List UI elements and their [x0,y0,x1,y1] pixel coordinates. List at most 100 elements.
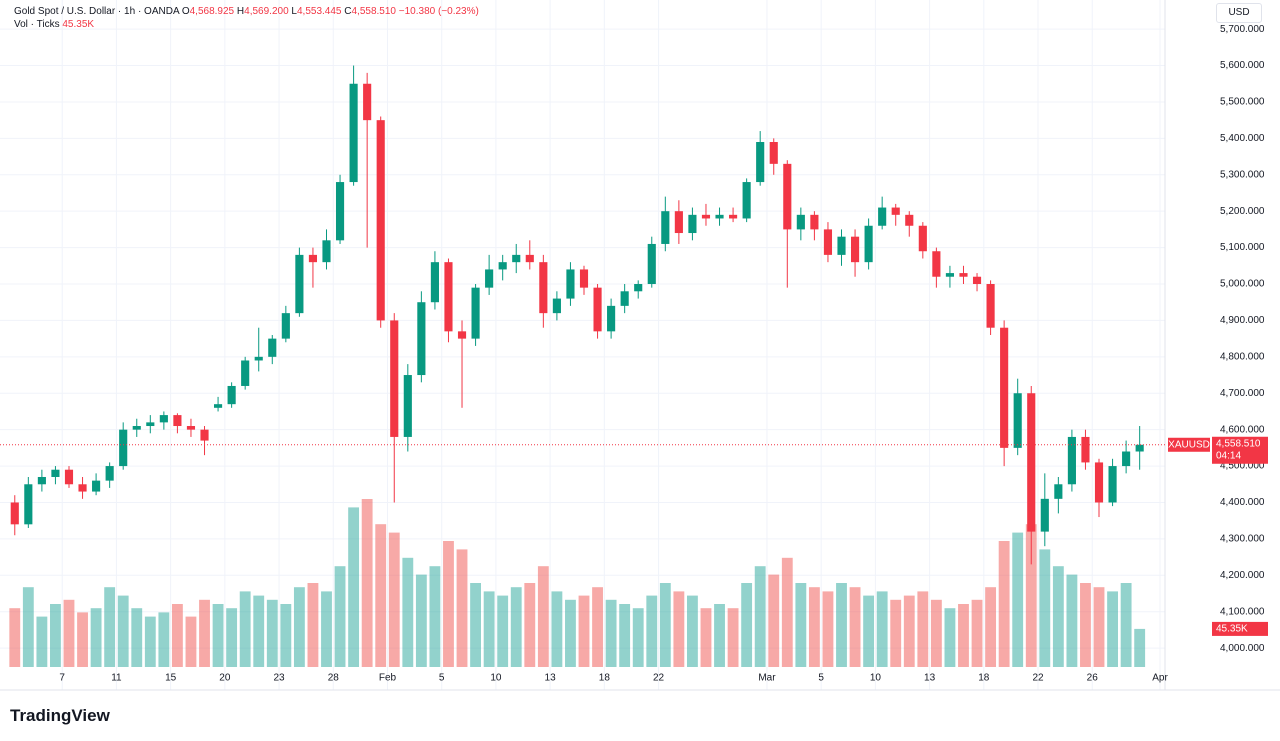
candle-body [335,182,345,241]
candle-body [647,243,656,285]
volume-bar [429,566,441,667]
candle-body [810,214,819,230]
volume-bar [361,499,373,667]
x-tick-label: 13 [924,673,936,684]
candle-body [268,338,277,357]
candle-body [471,287,480,339]
volume-bar [199,599,210,667]
candle-body [742,182,751,219]
candle-body [525,254,534,263]
x-tick-label: 18 [978,673,990,684]
volume-bar [104,587,116,667]
candle-body [620,291,629,306]
ohlc-h: H4,569.200 [237,6,289,17]
volume-bar [50,604,61,667]
volume-bar [1012,532,1024,667]
candle-body [119,429,128,467]
candle-body [566,269,575,299]
x-tick-label: 10 [870,673,882,684]
x-tick-label: 20 [219,673,231,684]
y-tick-label: 4,500.000 [1220,461,1265,472]
volume-bar [443,541,454,667]
change: −10.380 (−0.23%) [398,6,479,17]
volume-bar [1025,524,1037,667]
candle-body [186,426,196,430]
candle-body [1054,484,1063,499]
x-tick-label: Feb [379,673,397,684]
ohlc-o: O4,568.925 [182,6,234,17]
ohlc-label: O [181,6,190,17]
candle-body [200,429,209,441]
x-tick-label: 26 [1087,673,1099,684]
volume-bar [659,583,671,667]
volume-bar [917,591,929,667]
volume-bar [375,524,387,667]
candle-body [579,269,589,288]
volume-bar [497,595,509,667]
volume-bar [266,599,278,667]
candle-body [159,415,168,423]
volume-bar [402,557,414,667]
candle-body [1108,466,1117,503]
volume-bar [334,566,346,667]
candle-body [24,484,33,525]
volume-bar [280,604,292,667]
last-volume-label: 45.35K [1216,624,1248,635]
volume-bar [510,587,522,667]
last-volume-box [1212,621,1268,636]
volume-row: Vol · Ticks 45.35K [14,18,479,31]
y-tick-label: 4,600.000 [1220,424,1265,435]
candle-body [918,225,927,252]
x-tick-label: 15 [165,673,177,684]
volume-bar [307,583,319,667]
volume-bar [808,587,820,667]
volume-bar [1134,628,1146,667]
volume-bar [415,574,427,667]
candle-body [864,225,873,263]
candle-body [51,469,60,477]
candle-body [1122,451,1131,467]
volume-bar [171,604,183,667]
candle-body [769,142,778,164]
candle-body [254,356,263,361]
volume-bar [470,583,481,667]
volume-bar [944,608,956,667]
x-tick-label: 10 [490,673,502,684]
volume-bar [998,541,1010,667]
volume-bar [131,608,143,667]
candle-body [634,284,643,292]
last-price-box [1212,436,1268,464]
volume-bar [592,587,603,667]
candle-body [78,484,87,492]
candle-body [430,262,439,303]
symbol-row: Gold Spot / U.S. Dollar · 1h · OANDA O4,… [14,5,479,18]
volume-bar [930,599,942,667]
candle-body [552,298,561,314]
volume-bar [144,616,156,667]
candle-body [756,142,765,183]
candle-body [146,422,155,427]
currency-button[interactable]: USD [1216,3,1262,23]
candle-body [281,313,290,339]
volume-bar [1093,587,1105,667]
volume-bar [63,599,75,667]
y-tick-label: 4,800.000 [1220,351,1265,362]
candle-body [945,273,954,277]
candle-body [1040,498,1049,532]
candle-body [688,214,697,234]
volume-bar [388,532,400,667]
candle-body [403,375,412,437]
volume-title: Vol · Ticks [14,19,60,30]
volume-bar [1080,583,1091,667]
volume-bar [754,566,766,667]
volume-bar [876,591,888,667]
candle-body [715,214,724,219]
symbol-tag-box [1168,437,1210,452]
ohlc-label: H [236,6,245,17]
volume-bar [768,574,780,667]
candle-body [891,207,900,215]
candle-body [457,331,467,339]
candle-body [837,236,846,255]
candle-body [878,207,887,226]
volume-bar [700,608,712,667]
